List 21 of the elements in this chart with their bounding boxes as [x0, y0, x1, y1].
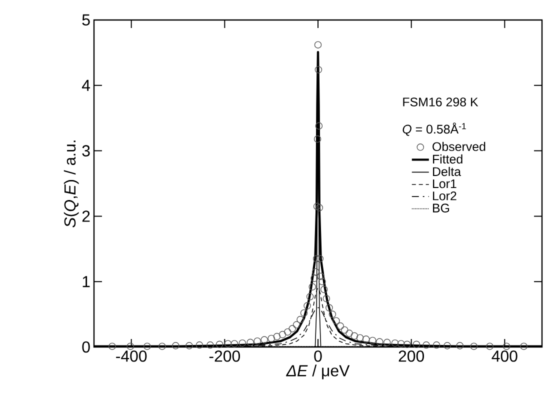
legend-label: Lor1 — [433, 179, 456, 188]
y-tick-label: 5 — [82, 14, 90, 26]
annotation: Q = 0.58Å$^{-1}$ — [402, 122, 466, 136]
legend-label: Lor2 — [433, 192, 456, 200]
x-tick-label: 400 — [492, 350, 518, 362]
y-tick-label: 4 — [82, 80, 90, 91]
x-axis-title: ΔE / μeV — [286, 364, 350, 380]
y-axis-title: S(Q,E) / a.u. — [64, 140, 79, 228]
x-tick-label: -200 — [209, 350, 240, 362]
y-tick-label: 1 — [82, 276, 90, 288]
legend-label: BG — [433, 204, 450, 212]
y-tick-label: 2 — [82, 210, 90, 222]
legend-label: Observed — [432, 142, 486, 152]
x-tick-label: 200 — [398, 350, 424, 362]
y-tick-label: 0 — [82, 341, 90, 353]
legend-label: Fitted — [433, 154, 462, 164]
x-tick-label: -400 — [116, 350, 147, 362]
legend-label: Delta — [433, 166, 462, 176]
y-tick-label: 3 — [82, 145, 90, 156]
x-tick-label: 0 — [314, 350, 322, 362]
legend-title: FSM16 298 K — [403, 98, 478, 106]
